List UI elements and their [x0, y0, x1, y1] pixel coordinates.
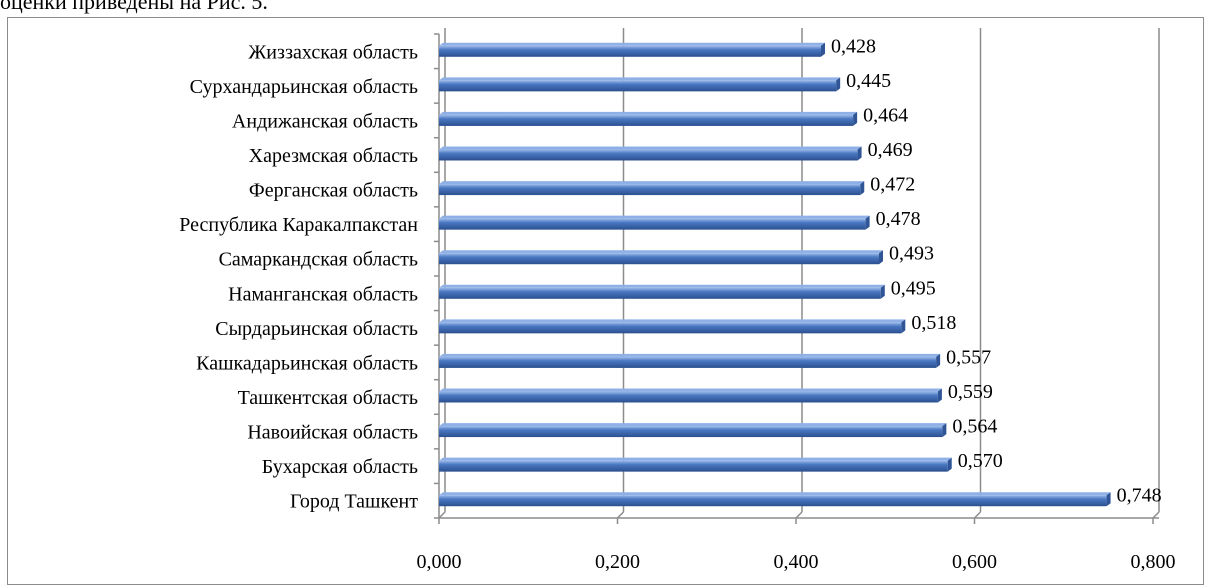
data-label: 0,464 — [863, 104, 908, 126]
x-tick-label: 0,400 — [774, 551, 819, 573]
bar — [439, 250, 884, 265]
category-label: Андижанская область — [232, 110, 418, 132]
category-label: Сурхандарьинская область — [190, 76, 418, 98]
category-label: Кашкадарьинская область — [196, 352, 418, 374]
bar — [439, 42, 825, 57]
bar-chart: 0,000 0,200 0,400 0,600 0,800 Жиззахская обла… — [179, 28, 1176, 573]
category-label: Город Ташкент — [290, 491, 418, 513]
bar — [439, 319, 906, 334]
data-label: 0,478 — [876, 208, 921, 230]
data-label: 0,559 — [948, 381, 993, 403]
category-label: Наманганская область — [228, 283, 418, 305]
category-label: Харезмская область — [249, 145, 418, 167]
bar — [439, 111, 858, 126]
x-tick-label: 0,000 — [417, 551, 462, 573]
bar — [439, 181, 865, 196]
data-label: 0,495 — [891, 277, 936, 299]
category-label: Бухарская область — [262, 456, 418, 478]
preceding-text-line: оценки приведены на Рис. 5. — [0, 0, 268, 14]
data-label: 0,518 — [911, 312, 956, 334]
data-label: 0,748 — [1117, 485, 1162, 507]
category-label: Самаркандская область — [219, 249, 418, 271]
x-tick-label: 0,800 — [1131, 551, 1176, 573]
data-label: 0,472 — [870, 174, 915, 196]
category-label: Навоийская область — [247, 422, 418, 444]
bar — [439, 215, 870, 230]
bar — [439, 353, 941, 368]
axes — [434, 28, 1159, 524]
gridline-foot — [973, 511, 982, 519]
bar — [439, 457, 952, 472]
category-label: Республика Каракалпакстан — [179, 214, 418, 236]
x-tick-label: 0,200 — [595, 551, 640, 573]
bar — [439, 146, 862, 161]
category-label: Ферганская область — [249, 180, 418, 202]
category-label: Жиззахская область — [248, 41, 418, 63]
data-label: 0,445 — [846, 70, 891, 92]
bar — [439, 388, 942, 403]
category-label: Сырдарьинская область — [215, 318, 418, 340]
gridlines — [616, 28, 1160, 519]
data-label: 0,428 — [831, 35, 876, 57]
data-label: 0,564 — [952, 416, 997, 438]
bar — [439, 492, 1111, 507]
gridline-foot — [1152, 511, 1160, 519]
category-label: Ташкентская область — [238, 387, 418, 409]
gridline-foot — [795, 511, 803, 519]
bar — [439, 77, 841, 92]
bar — [439, 423, 947, 438]
data-label: 0,570 — [958, 450, 1003, 472]
data-label: 0,469 — [868, 139, 913, 161]
data-label: 0,557 — [946, 346, 991, 368]
data-label: 0,493 — [889, 243, 934, 265]
axis-corner — [438, 511, 446, 519]
labels: 0,000 0,200 0,400 0,600 0,800 Жиззахская обла… — [179, 35, 1175, 573]
gridline-foot — [616, 511, 625, 519]
chart-frame: 0,000 0,200 0,400 0,600 0,800 Жиззахская обла… — [7, 17, 1204, 585]
bars — [439, 42, 1111, 507]
bar — [439, 284, 885, 299]
x-tick-label: 0,600 — [952, 551, 997, 573]
